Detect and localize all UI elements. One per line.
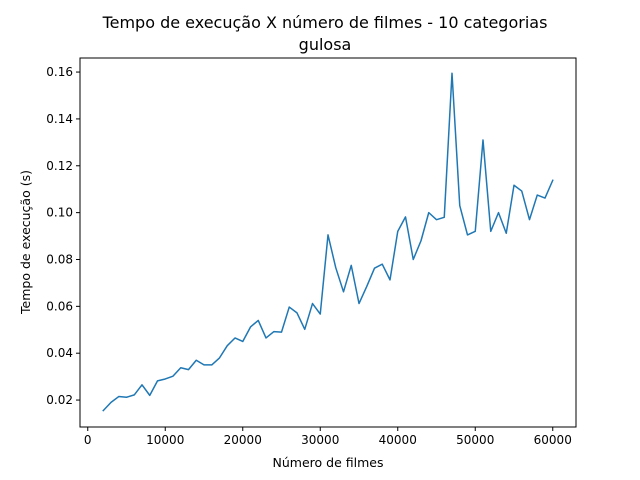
x-axis-label: Número de filmes <box>273 455 384 470</box>
series-layer <box>102 72 554 412</box>
x-tick-label: 40000 <box>379 433 417 447</box>
x-tick-label: 50000 <box>456 433 494 447</box>
chart-subtitle: gulosa <box>299 35 352 54</box>
series-line <box>102 72 554 412</box>
x-tick-label: 0 <box>84 433 92 447</box>
y-tick-label: 0.10 <box>46 206 73 220</box>
y-tick-label: 0.06 <box>46 299 73 313</box>
y-tick-label: 0.16 <box>46 65 73 79</box>
plot-frame <box>79 57 577 428</box>
y-axis-label: Tempo de execução (s) <box>18 170 33 315</box>
x-tick-label: 60000 <box>534 433 572 447</box>
y-tick-label: 0.04 <box>46 346 73 360</box>
y-tick-label: 0.14 <box>46 112 73 126</box>
x-tick-label: 30000 <box>301 433 339 447</box>
axis-ticks: 0 10000 20000 30000 40000 50000 60000 0.02 0.04 0… <box>46 65 572 447</box>
x-tick-label: 10000 <box>146 433 184 447</box>
y-tick-label: 0.08 <box>46 252 73 266</box>
y-tick-label: 0.02 <box>46 393 73 407</box>
x-tick-label: 20000 <box>224 433 262 447</box>
chart-title: Tempo de execução X número de filmes - 1… <box>102 13 548 32</box>
y-tick-label: 0.12 <box>46 159 73 173</box>
